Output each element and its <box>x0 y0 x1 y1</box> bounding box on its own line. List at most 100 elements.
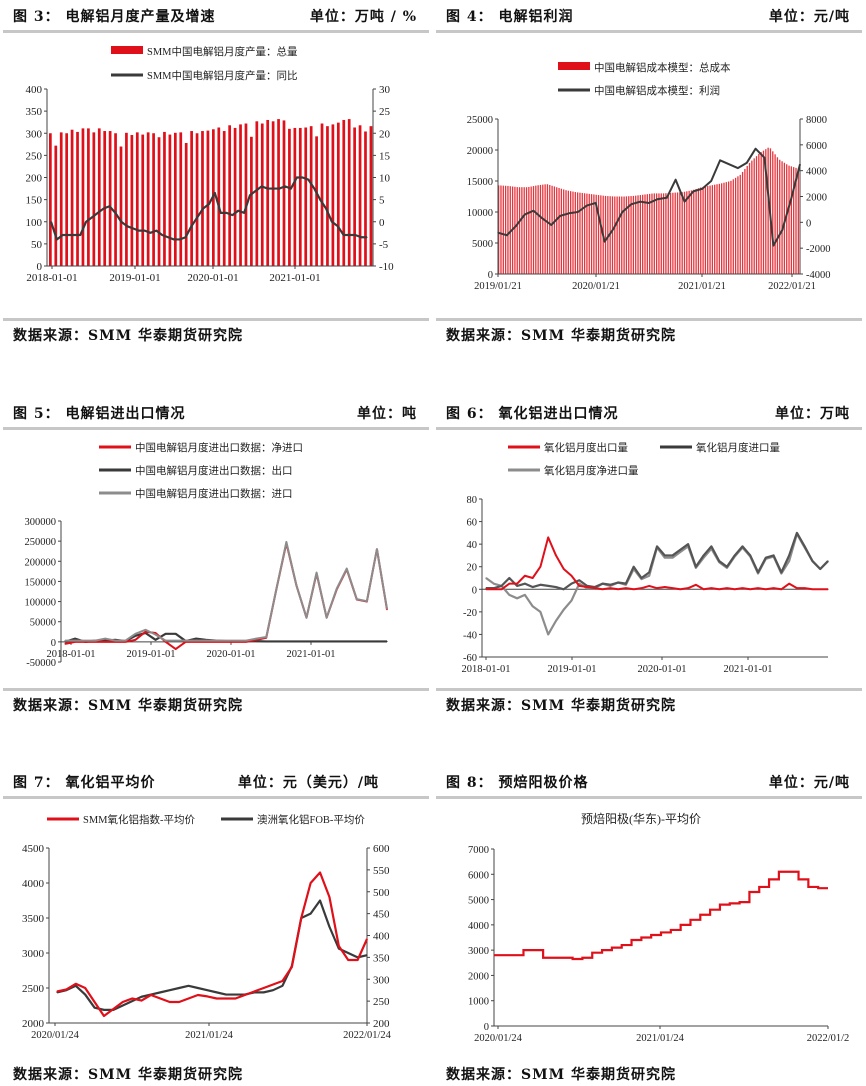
series-yoy-line-point <box>313 187 315 190</box>
import-line-point <box>175 640 177 642</box>
export-line-point <box>586 586 588 588</box>
cost-bar <box>672 192 674 274</box>
cost-bar <box>614 196 616 274</box>
cost-bar <box>616 196 618 274</box>
profit-line-point <box>746 162 748 164</box>
price-point <box>763 886 765 888</box>
import-line-point <box>346 567 348 570</box>
cost-bar <box>530 186 532 274</box>
bar <box>353 127 356 266</box>
export-line-point <box>285 640 287 643</box>
right-axis-tick-label: 350 <box>373 952 390 964</box>
source-label: 数据来源：SMM 华泰期货研究院 <box>13 328 243 344</box>
cost-bar <box>688 190 690 274</box>
cost-bar <box>693 189 695 274</box>
export-line-point <box>648 585 650 587</box>
right-axis-tick-label: 25 <box>379 106 391 118</box>
cost-bar <box>521 187 523 274</box>
cost-bar <box>639 195 642 274</box>
bar <box>266 119 270 266</box>
profit-line-point <box>621 211 623 213</box>
cost-bar <box>734 177 737 274</box>
fob-line <box>56 899 368 1011</box>
export-line-point <box>811 588 814 590</box>
cost-bar <box>716 184 718 274</box>
left-axis-tick-label: 2500 <box>22 983 45 995</box>
price-point <box>616 947 618 949</box>
cost-bar <box>581 192 583 274</box>
price-point <box>812 886 814 888</box>
left-axis-tick-label: -50000 <box>26 658 56 669</box>
cost-bar <box>502 185 504 274</box>
export-line-point <box>175 633 177 635</box>
series-yoy-line-point <box>196 216 198 218</box>
left-axis-tick-label: 300000 <box>25 517 57 528</box>
left-axis-tick-label: 0 <box>37 261 43 273</box>
price-point <box>675 929 677 931</box>
series-yoy-line-point <box>331 221 333 223</box>
profit-line-point <box>586 204 588 207</box>
source-label: 数据来源：SMM 华泰期货研究院 <box>13 1067 243 1083</box>
bar <box>260 123 264 266</box>
x-axis-tick-label: 2020/01/24 <box>31 1030 80 1041</box>
export-line-point <box>609 587 611 589</box>
net-import-line-point <box>104 641 106 643</box>
index-line-point <box>338 945 340 947</box>
x-axis-tick-label: 2022/01/21 <box>768 281 816 292</box>
export-line-point <box>633 588 635 590</box>
series-yoy-line-point <box>208 203 210 205</box>
x-axis-tick-label: 2021/01/24 <box>185 1030 234 1041</box>
index-line-point <box>103 1015 105 1017</box>
export-line-point <box>154 639 157 641</box>
import-line-point <box>195 640 197 642</box>
index-line-point <box>225 997 227 1000</box>
left-axis-tick-label: 40 <box>467 540 478 551</box>
import-line-point <box>336 588 338 590</box>
export-line-point <box>679 588 681 590</box>
series-yoy-line-point <box>50 221 52 223</box>
cost-bar <box>516 187 518 274</box>
export-line-point <box>765 588 767 590</box>
cost-bar <box>790 166 793 274</box>
import-line-point <box>741 545 744 547</box>
import-line-point <box>165 640 167 642</box>
fob-line-point <box>187 985 190 987</box>
price-point <box>793 871 795 873</box>
cost-bar <box>669 192 672 274</box>
export-line-point <box>687 587 689 589</box>
export-line-point <box>563 568 565 570</box>
cost-bar <box>651 193 653 274</box>
series-yoy-line-point <box>220 212 222 214</box>
bar <box>152 133 155 266</box>
import-line-point <box>295 584 298 587</box>
x-axis-tick-label: 2021/01/21 <box>678 281 726 292</box>
profit-line-point <box>763 157 766 159</box>
fob-line-point <box>75 985 77 987</box>
panel-title: 图 5： 电解铝进出口情况 <box>13 406 186 422</box>
import-line-point <box>625 583 627 585</box>
cost-bar <box>793 167 795 274</box>
net-import-line-point <box>671 557 674 559</box>
cost-bar <box>727 181 730 274</box>
import-line-point <box>726 566 728 568</box>
import-line-point <box>500 585 503 587</box>
left-axis-tick-label: 0 <box>484 1022 489 1033</box>
export-line-point <box>516 583 518 585</box>
panel-unit: 单位：万吨 <box>775 406 850 422</box>
fob-line-point <box>103 1009 105 1011</box>
left-axis-tick-label: 100000 <box>25 598 57 609</box>
import-line-point <box>539 584 542 586</box>
cost-bar <box>709 185 711 274</box>
profit-line-point <box>799 163 801 165</box>
bar <box>206 130 210 266</box>
net-import-line-point <box>555 620 557 622</box>
series-yoy-line-point <box>79 234 81 236</box>
x-axis-tick-label: 2018-01-01 <box>462 664 511 675</box>
bar <box>195 133 199 266</box>
cost-bar <box>658 193 660 274</box>
import-line-point <box>788 554 790 557</box>
legend-swatch <box>111 46 143 54</box>
cost-bar <box>523 187 525 274</box>
chart-title: 预焙阳极(华东)-平均价 <box>581 811 701 826</box>
left-axis-tick-label: 25000 <box>467 115 493 126</box>
